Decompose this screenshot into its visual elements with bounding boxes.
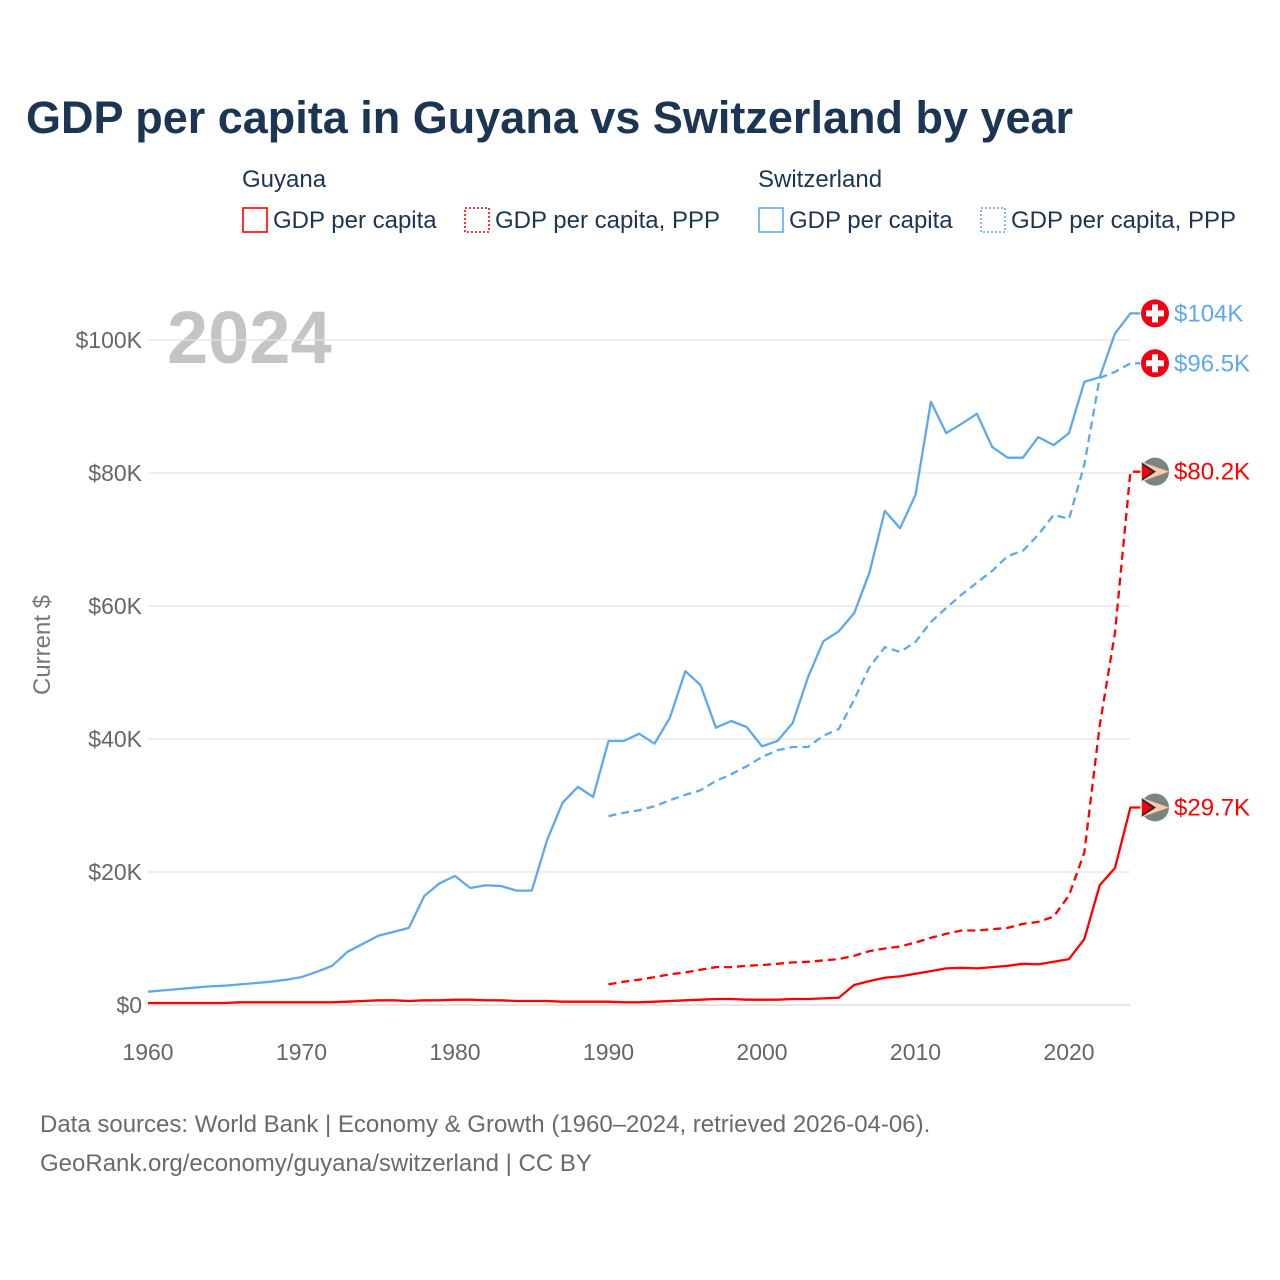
end-value-label: $104K [1174,300,1243,327]
year-watermark: 2024 [167,296,332,379]
legend-swatch-guyana-gdp [242,207,268,233]
flag-cross-h [1146,310,1164,317]
y-axis-label: Current $ [29,595,56,695]
guyana-flag-icon [1141,457,1169,486]
x-tick-label: 2020 [1043,1039,1094,1065]
y-tick-label: $0 [116,992,142,1018]
footer-attribution[interactable]: GeoRank.org/economy/guyana/switzerland |… [40,1150,592,1177]
x-tick-label: 1960 [122,1039,173,1065]
x-tick-label: 1990 [583,1039,634,1065]
y-tick-label: $20K [88,859,142,885]
chart-title: GDP per capita in Guyana vs Switzerland … [26,92,1073,143]
switzerland-flag-icon [1141,299,1169,328]
flag-cross-h [1146,360,1164,367]
legend-group-guyana: Guyana [242,166,327,193]
legend-item-guyana-ppp[interactable]: GDP per capita, PPP [495,207,720,234]
y-tick-label: $80K [88,460,142,486]
x-tick-label: 2010 [890,1039,941,1065]
switzerland-flag-icon [1141,349,1169,378]
series-lines [147,312,1141,1005]
legend-swatch-switzerland-gdp [758,207,784,233]
end-labels: $104K $96.5K $80.2K $29.7K [1141,299,1250,822]
y-tick-label: $60K [88,593,142,619]
series-line-guyana-gdp-per-capita-ppp [608,470,1141,986]
end-value-label: $80.2K [1174,459,1250,486]
legend-swatch-switzerland-ppp [980,207,1006,233]
x-tick-label: 1970 [276,1039,327,1065]
end-value-label: $29.7K [1174,794,1250,821]
gridlines [148,339,1130,1006]
legend-group-switzerland: Switzerland [758,166,882,193]
guyana-flag-icon [1141,793,1169,822]
flag-chevron-red [1142,800,1153,815]
y-tick-label: $100K [75,327,142,353]
x-tick-label: 2000 [736,1039,787,1065]
y-axis-ticks: $0 $20K $40K $60K $80K $100K [75,327,142,1018]
legend-item-switzerland-ppp[interactable]: GDP per capita, PPP [1011,207,1236,234]
x-axis-ticks: 1960 1970 1980 1990 2000 2010 2020 [122,1039,1094,1065]
y-tick-label: $40K [88,726,142,752]
legend: Guyana GDP per capita GDP per capita, PP… [242,166,1236,234]
series-line-switzerland-gdp-per-capita-ppp [608,362,1141,818]
legend-item-guyana-gdp[interactable]: GDP per capita [273,207,437,234]
x-tick-label: 1980 [429,1039,480,1065]
end-value-label: $96.5K [1174,350,1250,377]
series-line-switzerland-gdp-per-capita [147,312,1141,993]
footer-sources: Data sources: World Bank | Economy & Gro… [40,1111,930,1138]
flag-chevron-red [1142,464,1153,479]
legend-swatch-guyana-ppp [464,207,490,233]
series-line-guyana-gdp-per-capita [148,806,1141,1005]
legend-item-switzerland-gdp[interactable]: GDP per capita [789,207,953,234]
